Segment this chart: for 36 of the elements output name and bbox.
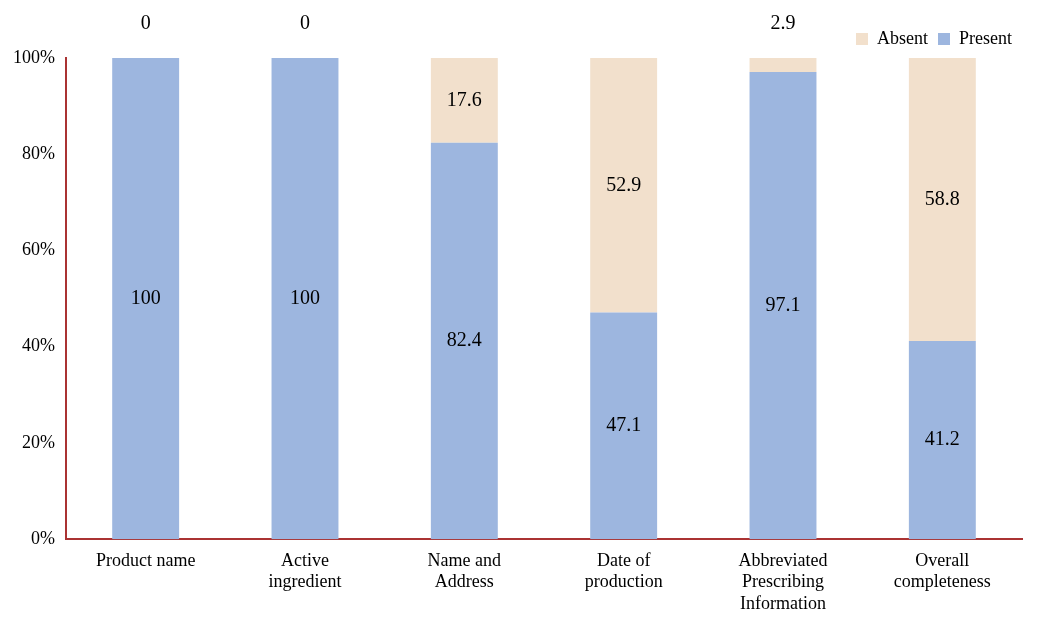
x-tick-label: Active ingredient [268,549,342,592]
data-label: 0 [140,11,151,34]
bar [112,58,180,540]
bar [749,58,817,72]
data-label: 47.1 [606,413,642,436]
y-tick-label: 100% [12,46,55,67]
data-label: 41.2 [924,427,960,450]
x-tick-label: Abbreviated Prescribing Information [738,549,828,613]
data-label: 2.9 [770,11,796,34]
y-tick-label: 0% [30,527,55,548]
bar [749,71,817,540]
data-label: 82.4 [446,328,482,351]
data-label: 58.8 [924,186,960,209]
legend-label: Present [959,27,1013,48]
bar [590,58,658,313]
data-label: 52.9 [606,172,642,195]
x-tick-label: Overall completeness [893,549,991,592]
data-label: 97.1 [765,292,801,315]
y-tick-label: 40% [21,335,55,356]
y-tick-label: 60% [21,239,55,260]
x-tick-label: Date of production [584,549,663,592]
x-tick-label: Name and Address [427,549,502,592]
bar [590,312,658,540]
data-label: 0 [300,11,310,34]
bar [271,58,339,540]
data-label: 17.6 [446,87,482,110]
bar [908,58,976,341]
y-tick-label: 80% [21,142,55,163]
legend-label: Absent [877,27,929,48]
bar [430,142,498,540]
bar [430,58,498,143]
x-tick-label: Product name [95,549,196,570]
y-tick-label: 20% [21,431,55,452]
data-label: 100 [290,285,320,308]
data-label: 100 [130,285,161,308]
bar [908,340,976,540]
